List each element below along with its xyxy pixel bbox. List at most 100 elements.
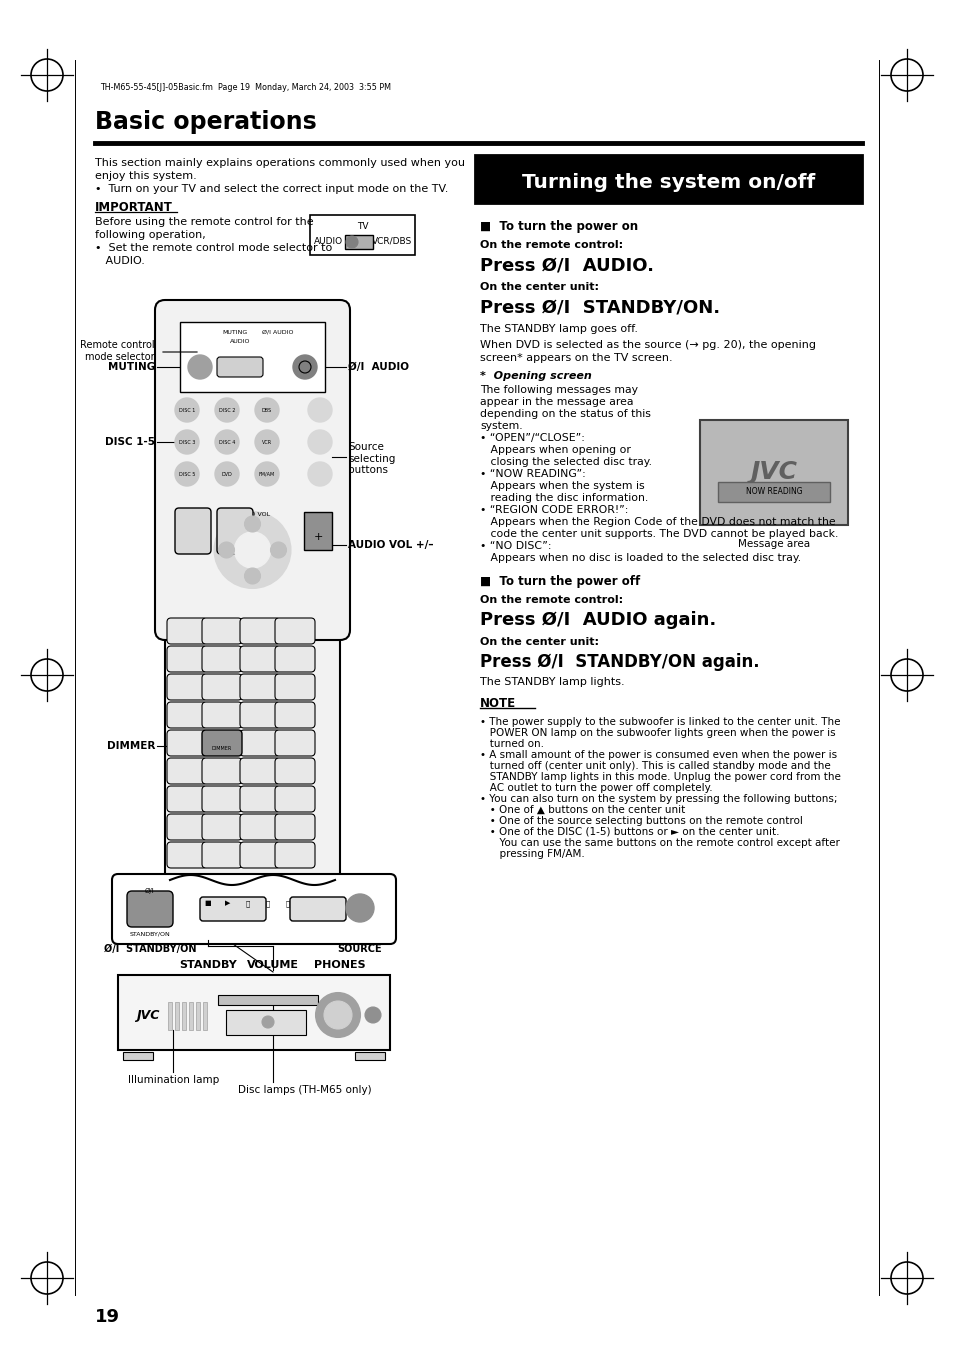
FancyBboxPatch shape — [167, 617, 207, 644]
Text: Basic operations: Basic operations — [95, 109, 316, 134]
FancyBboxPatch shape — [240, 646, 280, 671]
Text: enjoy this system.: enjoy this system. — [95, 172, 196, 181]
Text: Source
selecting
buttons: Source selecting buttons — [348, 442, 395, 476]
Text: following operation,: following operation, — [95, 230, 206, 240]
Text: appear in the message area: appear in the message area — [479, 397, 633, 407]
FancyBboxPatch shape — [240, 786, 280, 812]
FancyBboxPatch shape — [274, 617, 314, 644]
FancyBboxPatch shape — [240, 815, 280, 840]
Bar — [182, 1002, 186, 1029]
Circle shape — [188, 355, 212, 380]
Text: Before using the remote control for the: Before using the remote control for the — [95, 218, 314, 227]
FancyBboxPatch shape — [274, 674, 314, 700]
Text: Ø/I  AUDIO: Ø/I AUDIO — [348, 362, 409, 372]
Text: Illumination lamp: Illumination lamp — [128, 1075, 219, 1085]
Text: VOLUME: VOLUME — [247, 961, 298, 970]
FancyBboxPatch shape — [167, 674, 207, 700]
Text: The STANDBY lamp lights.: The STANDBY lamp lights. — [479, 677, 624, 688]
FancyBboxPatch shape — [274, 703, 314, 728]
Bar — [165, 615, 339, 885]
Text: TH-M65-55-45[J]-05Basic.fm  Page 19  Monday, March 24, 2003  3:55 PM: TH-M65-55-45[J]-05Basic.fm Page 19 Monda… — [100, 82, 391, 92]
FancyBboxPatch shape — [216, 508, 253, 554]
Text: –: – — [314, 544, 320, 555]
Text: AUDIO VOL: AUDIO VOL — [234, 512, 270, 517]
Text: •  Turn on your TV and select the correct input mode on the TV.: • Turn on your TV and select the correct… — [95, 184, 448, 195]
Text: 19: 19 — [95, 1308, 120, 1325]
FancyBboxPatch shape — [240, 842, 280, 867]
FancyBboxPatch shape — [112, 874, 395, 944]
Circle shape — [214, 512, 291, 588]
Text: On the remote control:: On the remote control: — [479, 240, 622, 250]
Circle shape — [234, 532, 271, 567]
Text: DISC 2: DISC 2 — [218, 408, 235, 412]
FancyBboxPatch shape — [240, 674, 280, 700]
Text: reading the disc information.: reading the disc information. — [479, 493, 648, 503]
Text: DISC 4: DISC 4 — [218, 439, 235, 444]
Bar — [174, 1002, 179, 1029]
Bar — [123, 1052, 152, 1061]
Text: Appears when no disc is loaded to the selected disc tray.: Appears when no disc is loaded to the se… — [479, 553, 801, 563]
FancyBboxPatch shape — [274, 815, 314, 840]
Text: When DVD is selected as the source (→ pg. 20), the opening: When DVD is selected as the source (→ pg… — [479, 340, 815, 350]
Text: • “REGION CODE ERROR!”:: • “REGION CODE ERROR!”: — [479, 505, 628, 515]
Text: *  Opening screen: * Opening screen — [479, 372, 591, 381]
Text: system.: system. — [479, 422, 522, 431]
Text: DISC 1-5: DISC 1-5 — [105, 436, 154, 447]
FancyBboxPatch shape — [202, 758, 242, 784]
FancyBboxPatch shape — [240, 617, 280, 644]
Text: • The power supply to the subwoofer is linked to the center unit. The: • The power supply to the subwoofer is l… — [479, 717, 840, 727]
Text: ■  To turn the power on: ■ To turn the power on — [479, 220, 638, 232]
Text: Press Ø/I  STANDBY/ON again.: Press Ø/I STANDBY/ON again. — [479, 653, 759, 671]
Text: Remote control
mode selector: Remote control mode selector — [80, 340, 154, 362]
Text: ▶: ▶ — [225, 900, 231, 907]
Text: AUDIO VOL +/–: AUDIO VOL +/– — [348, 540, 433, 550]
FancyBboxPatch shape — [240, 730, 280, 757]
FancyBboxPatch shape — [167, 842, 207, 867]
Text: Disc lamps (TH-M65 only): Disc lamps (TH-M65 only) — [237, 1085, 372, 1096]
Text: DVD: DVD — [221, 471, 233, 477]
Text: JVC: JVC — [136, 1008, 159, 1021]
Circle shape — [214, 430, 239, 454]
FancyBboxPatch shape — [167, 815, 207, 840]
FancyBboxPatch shape — [240, 703, 280, 728]
Text: • One of ▲ buttons on the center unit: • One of ▲ buttons on the center unit — [479, 805, 684, 815]
Circle shape — [254, 462, 278, 486]
FancyBboxPatch shape — [216, 357, 263, 377]
Text: The following messages may: The following messages may — [479, 385, 638, 394]
FancyBboxPatch shape — [202, 730, 242, 757]
Circle shape — [174, 462, 199, 486]
Text: MUTING: MUTING — [222, 330, 248, 335]
Text: DISC 3: DISC 3 — [178, 439, 195, 444]
Text: pressing FM/AM.: pressing FM/AM. — [479, 848, 584, 859]
Text: screen* appears on the TV screen.: screen* appears on the TV screen. — [479, 353, 672, 363]
Bar — [218, 994, 317, 1005]
Circle shape — [174, 399, 199, 422]
FancyBboxPatch shape — [202, 646, 242, 671]
Text: NOW READING: NOW READING — [745, 486, 801, 496]
Text: Turning the system on/off: Turning the system on/off — [521, 173, 814, 192]
Circle shape — [271, 542, 286, 558]
Bar — [345, 235, 373, 249]
FancyBboxPatch shape — [200, 897, 266, 921]
Bar — [180, 322, 325, 392]
Text: ■  To turn the power off: ■ To turn the power off — [479, 576, 639, 588]
FancyBboxPatch shape — [202, 815, 242, 840]
Text: • One of the DISC (1-5) buttons or ► on the center unit.: • One of the DISC (1-5) buttons or ► on … — [479, 827, 779, 838]
Text: ⏮: ⏮ — [266, 900, 270, 907]
Circle shape — [214, 399, 239, 422]
Text: VCR/DBS: VCR/DBS — [372, 236, 412, 246]
Text: depending on the status of this: depending on the status of this — [479, 409, 650, 419]
FancyBboxPatch shape — [167, 646, 207, 671]
Circle shape — [293, 355, 316, 380]
Text: • You can also turn on the system by pressing the following buttons;: • You can also turn on the system by pre… — [479, 794, 837, 804]
Circle shape — [244, 567, 260, 584]
Text: SOURCE: SOURCE — [337, 944, 382, 954]
Bar — [118, 975, 390, 1050]
Text: Message area: Message area — [738, 539, 809, 549]
Circle shape — [308, 430, 332, 454]
FancyBboxPatch shape — [274, 730, 314, 757]
Text: turned off (center unit only). This is called standby mode and the: turned off (center unit only). This is c… — [479, 761, 830, 771]
Text: Press Ø/I  AUDIO.: Press Ø/I AUDIO. — [479, 255, 654, 274]
Bar — [195, 1002, 200, 1029]
Bar — [355, 1052, 385, 1061]
